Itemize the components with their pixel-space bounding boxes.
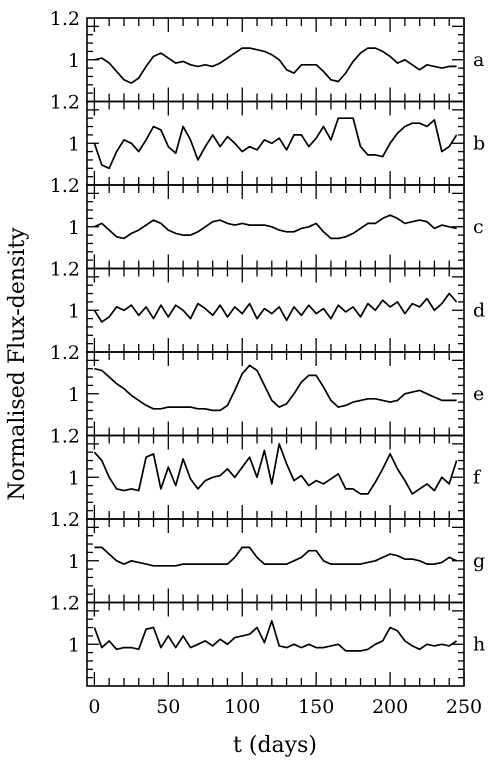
series-line-f [93,443,458,495]
panel-frame [86,434,465,520]
y-tick-label: 1 [68,217,80,239]
series-line-b [93,117,458,170]
y-tick-label: 1 [68,551,80,573]
panel-a: 1.2 1 a [50,8,484,103]
y-tick-label: 1.2 [50,8,80,30]
panel-letter: d [473,299,485,321]
panel-letter: g [473,550,485,572]
x-tick-label: 100 [224,696,260,718]
panel-d: 1.2 1 d [50,259,485,353]
x-tick-label: 250 [446,696,482,718]
y-axis-label: Normalised Flux-density [5,227,30,501]
series-line-g [94,546,457,567]
x-tick-label: 50 [156,696,180,718]
panel-h: 1.2 1 h [50,593,485,687]
y-tick-label: 1.2 [50,92,80,114]
y-tick-label: 1 [68,634,80,656]
panel-e: 1.2 1 e [50,342,484,437]
panel-letter: c [473,216,484,238]
panel-letter: f [473,466,482,488]
y-tick-label: 1.2 [50,342,80,364]
x-axis-label: t (days) [233,733,317,758]
y-tick-label: 1 [68,50,80,72]
series-line-a [94,47,457,84]
y-tick-label: 1.2 [50,175,80,197]
panel-frame [86,518,465,604]
panel-letter: b [473,132,485,154]
panel-letter: e [473,383,484,405]
x-tick-label: 0 [88,696,100,718]
y-tick-label: 1.2 [50,426,80,448]
panel-frame [86,601,465,687]
x-tick-labels: 0 50 100 150 200 250 [88,696,482,718]
panel-frame [86,17,465,103]
x-tick-label: 200 [372,696,408,718]
series-line-h [93,620,458,652]
series-line-e [94,364,457,412]
panel-b: 1.2 1 b [50,92,485,186]
y-tick-label: 1.2 [50,259,80,281]
panels: 1.2 1 a 1.2 1 b 1.2 1 c 1.2 1 d 1.2 1 e 1.2 1 f 1.2 1 g 1.2 1 h [50,8,485,687]
y-tick-label: 1.2 [50,593,80,615]
panel-c: 1.2 1 c [50,175,484,270]
y-tick-label: 1 [68,384,80,406]
y-tick-label: 1.2 [50,509,80,531]
panel-letter: a [473,49,484,71]
y-tick-label: 1 [68,467,80,489]
series-line-d [93,292,458,323]
x-tick-label: 150 [298,696,334,718]
panel-g: 1.2 1 g [50,509,485,604]
series-line-c [94,214,457,240]
y-tick-label: 1 [68,300,80,322]
panel-letter: h [473,633,485,655]
y-tick-label: 1 [68,133,80,155]
panel-f: 1.2 1 f [50,426,482,520]
